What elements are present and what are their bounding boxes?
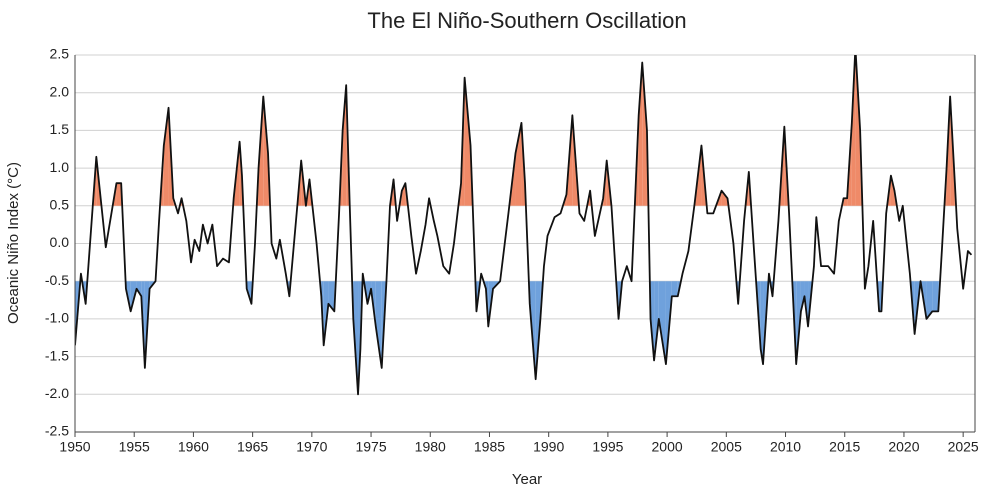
x-tick-label: 2000	[652, 439, 683, 455]
la-nina-fill	[136, 281, 142, 297]
el-nino-fill	[464, 77, 471, 206]
oni-line	[75, 55, 973, 396]
la-nina-fill	[671, 281, 678, 297]
y-tick-label: -2.0	[45, 385, 69, 401]
el-nino-fill	[638, 62, 643, 206]
la-nina-fill	[879, 281, 882, 312]
el-nino-fill	[855, 55, 861, 206]
la-nina-fill	[658, 281, 666, 365]
x-tick-label: 1950	[59, 439, 90, 455]
la-nina-fill	[926, 281, 933, 319]
el-nino-fill	[163, 107, 169, 206]
el-nino-fill	[642, 62, 647, 206]
x-tick-label: 1955	[119, 439, 150, 455]
x-tick-label: 1975	[355, 439, 386, 455]
y-tick-label: -1.0	[45, 310, 69, 326]
y-tick-label: 0.0	[50, 234, 70, 250]
x-tick-label: 1965	[237, 439, 268, 455]
lines	[75, 55, 973, 396]
y-tick-label: 2.0	[50, 83, 70, 99]
x-tick-label: 2005	[711, 439, 742, 455]
la-nina-fill	[375, 281, 382, 368]
x-tick-label: 1980	[415, 439, 446, 455]
y-tick-label: 1.0	[50, 159, 70, 175]
x-tick-label: 1990	[533, 439, 564, 455]
x-tick-label: 1960	[178, 439, 209, 455]
y-tick-label: 1.5	[50, 121, 70, 137]
x-tick-label: 1970	[296, 439, 327, 455]
y-tick-label: -2.5	[45, 423, 69, 439]
la-nina-fill	[328, 281, 335, 312]
el-nino-fill	[116, 183, 122, 206]
la-nina-fill	[932, 281, 939, 312]
y-axis-label: Oceanic Niño Index (°C)	[5, 162, 22, 324]
y-tick-label: -0.5	[45, 272, 69, 288]
x-tick-label: 1995	[592, 439, 623, 455]
x-tick-label: 2010	[770, 439, 801, 455]
y-tick-label: 2.5	[50, 46, 70, 62]
x-tick-label: 2020	[888, 439, 919, 455]
axes: -2.5 -2.0 -1.5 -1.0 -0.5 0.0 0.5 1.0 1.5 2.0 2.5 19…	[45, 46, 979, 455]
el-nino-fill	[843, 198, 848, 206]
x-tick-label: 2025	[948, 439, 979, 455]
x-tick-label: 1985	[474, 439, 505, 455]
fills	[75, 55, 965, 395]
y-tick-label: 0.5	[50, 197, 70, 213]
grid	[75, 54, 975, 433]
x-axis-label: Year	[512, 471, 542, 488]
el-nino-fill	[342, 85, 347, 206]
y-tick-label: -1.5	[45, 347, 69, 363]
el-nino-fill	[263, 96, 269, 206]
x-tick-label: 2015	[829, 439, 860, 455]
el-nino-fill	[721, 190, 728, 206]
la-nina-fill	[654, 281, 659, 361]
el-nino-fill	[515, 122, 522, 206]
el-nino-fill	[851, 55, 856, 206]
chart-title: The El Niño-Southern Oscillation	[367, 8, 686, 33]
la-nina-fill	[760, 281, 764, 365]
